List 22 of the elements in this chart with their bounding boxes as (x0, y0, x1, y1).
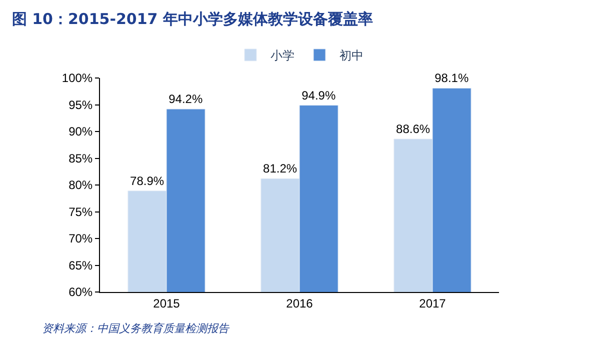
text: 资料来源：中国义务教育质量检测报告 (42, 322, 230, 335)
y-tick-label: 75% (68, 204, 93, 219)
chart-title: 图 10：2015-2017 年中小学多媒体教学设备覆盖率 (12, 10, 373, 28)
y-tick-label: 90% (68, 124, 93, 139)
legend-label: 初中 (340, 48, 364, 63)
data-label: 98.1% (434, 71, 469, 86)
data-label: 78.9% (130, 174, 164, 188)
x-tick-label: 2016 (286, 296, 314, 310)
data-label: 94.2% (168, 92, 203, 106)
data-label: 81.2% (263, 162, 298, 176)
y-tick-label: 95% (68, 98, 93, 112)
y-tick-label: 80% (68, 178, 93, 192)
data-label: 88.6% (396, 122, 430, 136)
x-tick-label: 2015 (153, 296, 180, 310)
y-tick-label: 65% (68, 258, 93, 272)
y-tick-label: 100% (62, 71, 93, 86)
data-label: 94.9% (302, 88, 336, 102)
legend-label: 小学 (270, 48, 294, 63)
y-tick-label: 60% (68, 285, 93, 300)
y-tick-label: 85% (68, 151, 93, 166)
x-tick-label: 2017 (419, 296, 446, 310)
y-tick-label: 70% (68, 232, 93, 246)
